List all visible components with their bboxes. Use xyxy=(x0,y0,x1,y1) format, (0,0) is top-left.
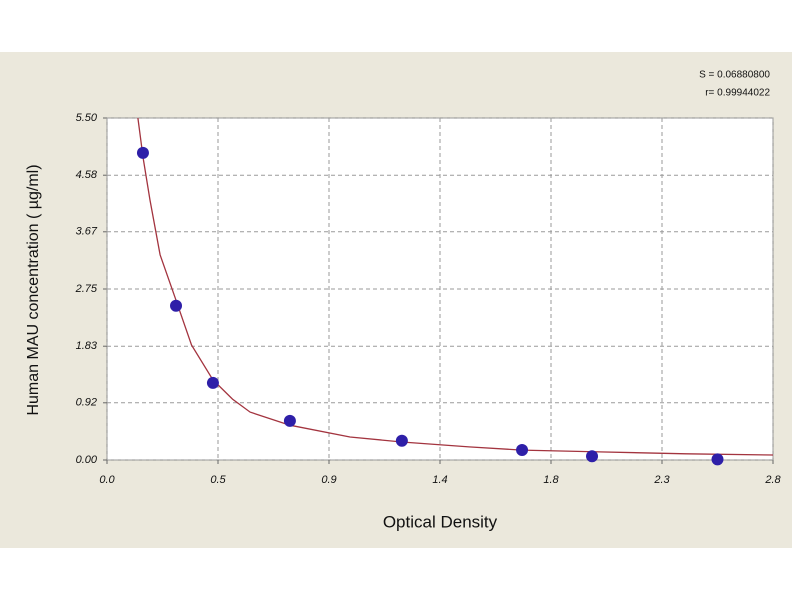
data-point xyxy=(136,146,149,159)
data-point xyxy=(206,376,219,389)
y-tick-label: 1.83 xyxy=(76,340,98,352)
x-axis-label: Optical Density xyxy=(383,512,498,531)
y-tick-label: 4.58 xyxy=(76,169,98,181)
data-point xyxy=(586,450,599,463)
data-point xyxy=(711,453,724,466)
y-tick-label: 0.00 xyxy=(76,454,98,466)
x-tick-label: 2.3 xyxy=(653,474,670,486)
annotation: r= 0.99944022 xyxy=(705,88,770,99)
data-point xyxy=(516,444,529,457)
x-tick-label: 0.5 xyxy=(210,474,226,486)
y-tick-label: 5.50 xyxy=(76,112,98,124)
y-axis-label: Human MAU concentration ( µg/ml) xyxy=(25,164,42,415)
y-tick-label: 0.92 xyxy=(76,397,97,409)
data-point xyxy=(283,414,296,427)
y-tick-label: 2.75 xyxy=(75,283,98,295)
annotation: S = 0.06880800 xyxy=(699,70,770,81)
x-tick-label: 0.0 xyxy=(99,474,115,486)
data-point xyxy=(395,434,408,447)
y-tick-label: 3.67 xyxy=(76,226,98,238)
data-point xyxy=(170,299,183,312)
x-tick-label: 1.4 xyxy=(432,474,447,486)
fit-curve xyxy=(137,117,774,456)
x-tick-label: 2.8 xyxy=(764,474,781,486)
x-tick-label: 0.9 xyxy=(321,474,336,486)
x-tick-label: 1.8 xyxy=(543,474,559,486)
